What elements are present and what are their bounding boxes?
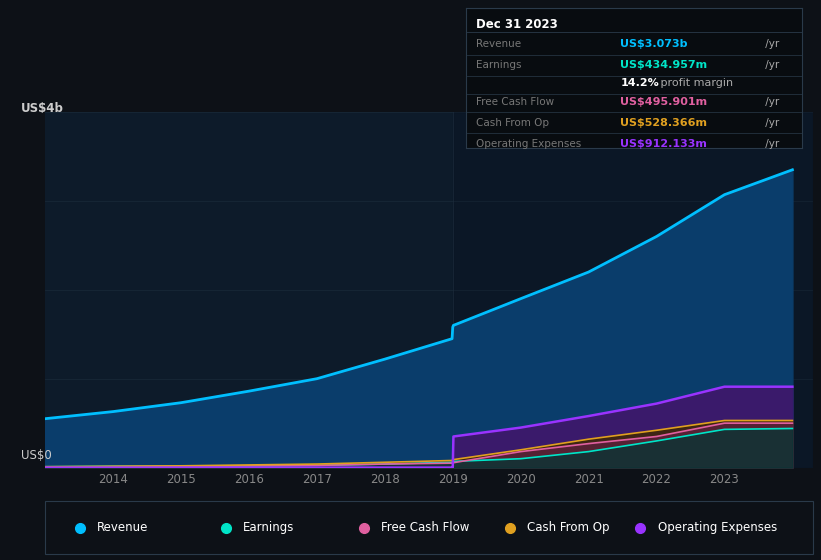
- Text: Earnings: Earnings: [243, 521, 295, 534]
- Text: Earnings: Earnings: [475, 60, 521, 70]
- Bar: [453, 112, 813, 468]
- Text: US$528.366m: US$528.366m: [621, 118, 708, 128]
- Text: US$912.133m: US$912.133m: [621, 139, 707, 148]
- Text: Operating Expenses: Operating Expenses: [658, 521, 777, 534]
- Text: US$0: US$0: [21, 449, 51, 462]
- Text: /yr: /yr: [762, 39, 779, 49]
- Text: US$434.957m: US$434.957m: [621, 60, 708, 70]
- Text: Revenue: Revenue: [475, 39, 521, 49]
- Text: US$4b: US$4b: [21, 102, 63, 115]
- Text: US$3.073b: US$3.073b: [621, 39, 688, 49]
- Text: Free Cash Flow: Free Cash Flow: [382, 521, 470, 534]
- Text: Free Cash Flow: Free Cash Flow: [475, 97, 553, 106]
- Text: Cash From Op: Cash From Op: [527, 521, 610, 534]
- Text: Revenue: Revenue: [98, 521, 149, 534]
- Text: 14.2%: 14.2%: [621, 78, 659, 88]
- Text: profit margin: profit margin: [658, 78, 733, 88]
- Text: Dec 31 2023: Dec 31 2023: [475, 18, 557, 31]
- Text: /yr: /yr: [762, 139, 779, 148]
- Text: /yr: /yr: [762, 118, 779, 128]
- Text: /yr: /yr: [762, 97, 779, 106]
- Text: Operating Expenses: Operating Expenses: [475, 139, 580, 148]
- Text: /yr: /yr: [762, 60, 779, 70]
- Text: US$495.901m: US$495.901m: [621, 97, 708, 106]
- Text: Cash From Op: Cash From Op: [475, 118, 548, 128]
